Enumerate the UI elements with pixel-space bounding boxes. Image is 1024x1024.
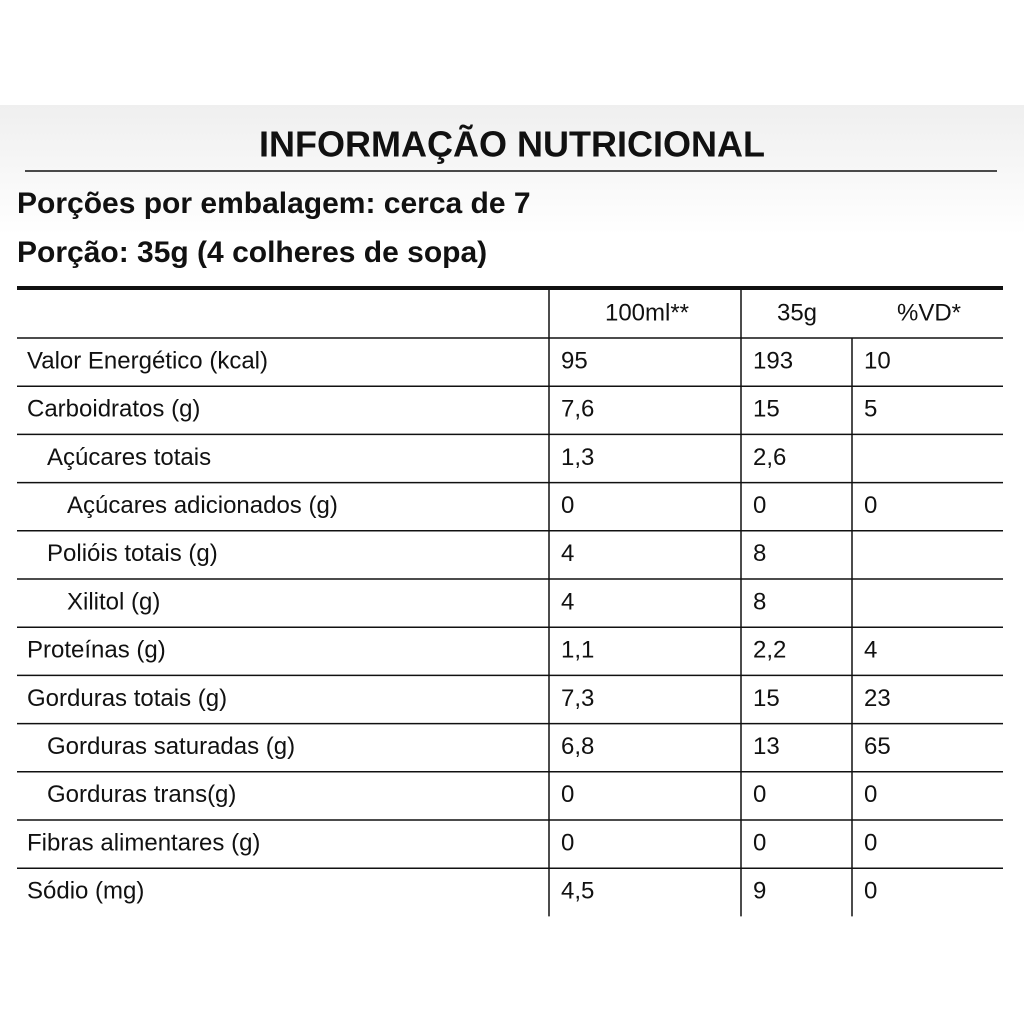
nutrient-label: Carboidratos (g): [27, 396, 200, 423]
nutrient-value: 7,3: [561, 685, 594, 712]
nutrient-value: 2,6: [753, 444, 786, 471]
nutrient-label: Valor Energético (kcal): [27, 347, 268, 374]
nutrient-label: Gorduras saturadas (g): [47, 733, 295, 760]
servings: Porções por embalagem: cerca de 7: [17, 187, 531, 220]
nutrient-value: 193: [753, 347, 793, 374]
nutrient-value: 6,8: [561, 733, 594, 760]
nutrient-value: 5: [864, 396, 877, 423]
nutrient-value: 15: [753, 396, 780, 423]
nutrient-value: 0: [753, 829, 766, 856]
nutrition-table: 100ml** 35g %VD*Valor Energético (kcal) 95 1…: [17, 290, 1003, 917]
nutrient-value: 95: [561, 347, 588, 374]
nutrient-label: Xilitol (g): [67, 588, 160, 615]
nutrient-value: 0: [561, 781, 574, 808]
nutrient-value: 8: [753, 540, 766, 567]
nutrient-value: 1,1: [561, 637, 594, 664]
nutrient-label: Gorduras totais (g): [27, 685, 227, 712]
nutrient-value: 7,6: [561, 396, 594, 423]
nutrient-value: 65: [864, 733, 891, 760]
nutrient-value: 4: [561, 588, 574, 615]
title: INFORMAÇÃO NUTRICIONAL: [259, 123, 765, 165]
nutrient-value: 0: [753, 492, 766, 519]
nutrient-value: 0: [864, 492, 877, 519]
column-header: %VD*: [897, 299, 961, 326]
nutrient-label: Açúcares adicionados (g): [67, 492, 338, 519]
nutrient-value: 2,2: [753, 637, 786, 664]
header-background: [0, 105, 1024, 235]
nutrient-value: 8: [753, 588, 766, 615]
nutrient-value: 0: [561, 492, 574, 519]
nutrient-value: 15: [753, 685, 780, 712]
nutrient-label: Açúcares totais: [47, 444, 211, 471]
nutrient-value: 13: [753, 733, 780, 760]
nutrient-value: 0: [561, 829, 574, 856]
nutrient-label: Sódio (mg): [27, 878, 144, 905]
nutrient-label: Fibras alimentares (g): [27, 829, 260, 856]
nutrient-value: 4: [864, 637, 877, 664]
nutrient-value: 4,5: [561, 878, 594, 905]
nutrient-label: Proteínas (g): [27, 637, 166, 664]
nutrient-value: 0: [864, 878, 877, 905]
nutrient-value: 0: [864, 781, 877, 808]
nutrient-value: 10: [864, 347, 891, 374]
nutrient-value: 9: [753, 878, 766, 905]
nutrient-value: 0: [864, 829, 877, 856]
nutrient-label: Polióis totais (g): [47, 540, 218, 567]
nutrient-value: 1,3: [561, 444, 594, 471]
nutrient-value: 4: [561, 540, 574, 567]
portion: Porção: 35g (4 colheres de sopa): [17, 236, 487, 269]
nutrient-value: 0: [753, 781, 766, 808]
column-header: 35g: [777, 299, 817, 326]
nutrient-value: 23: [864, 685, 891, 712]
column-header: 100ml**: [605, 299, 689, 326]
nutrient-label: Gorduras trans(g): [47, 781, 236, 808]
